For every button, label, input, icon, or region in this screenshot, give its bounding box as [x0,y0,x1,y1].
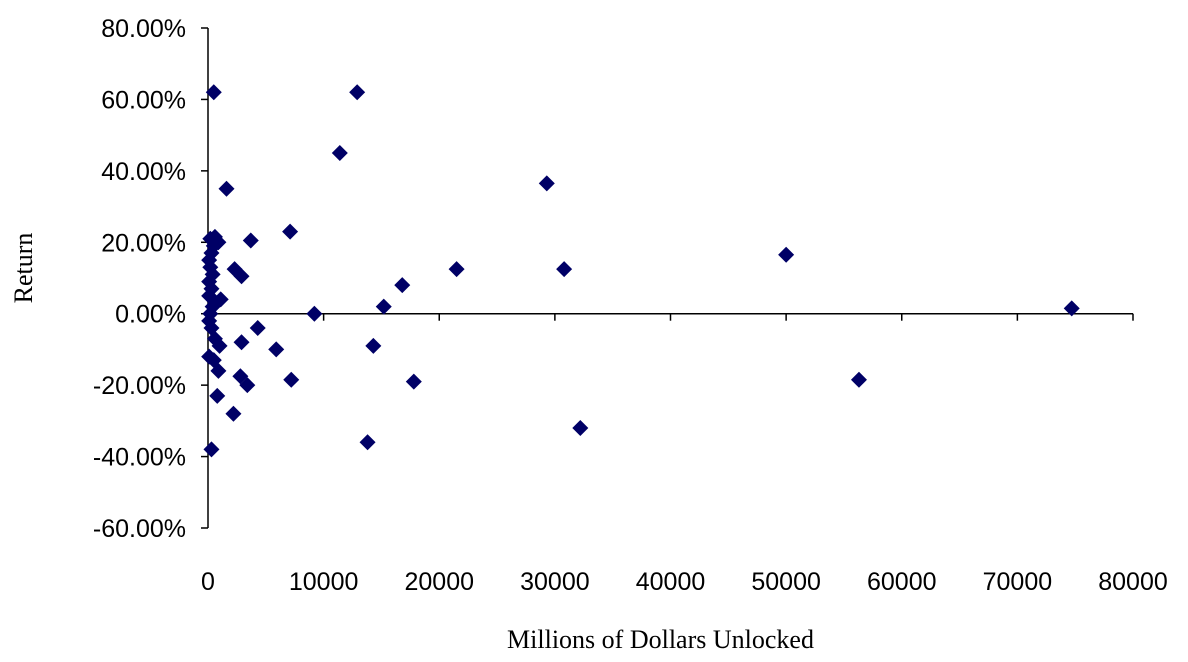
x-axis-title: Millions of Dollars Unlocked [507,625,814,654]
y-tick-label: -40.00% [93,444,186,472]
x-tick-label: 60000 [867,568,937,596]
x-tick-label: 20000 [404,568,474,596]
data-point [375,298,392,315]
data-point [203,441,220,458]
x-tick-label: 50000 [751,568,821,596]
data-point [306,305,323,322]
data-point [1063,300,1080,317]
data-point [211,337,228,354]
y-tick-label: 40.00% [101,158,186,186]
data-point [283,371,300,388]
x-tick-label: 30000 [520,568,590,596]
data-point [778,246,795,263]
data-point [282,223,299,240]
data-point [572,420,589,436]
x-tick-label: 0 [201,568,215,596]
x-tick-label: 80000 [1098,568,1168,596]
data-point [212,291,229,308]
data-point [359,434,376,451]
x-axis: 0 10000 20000 30000 40000 50000 60000 70000 8000… [201,312,1168,596]
x-tick-label: 40000 [636,568,706,596]
data-point [331,145,348,161]
data-point [242,232,259,249]
data-point [210,234,227,251]
data-point [239,377,256,394]
data-points [201,84,1080,458]
x-tick-label: 70000 [983,568,1053,596]
y-tick-label: 20.00% [101,229,186,257]
x-tick-label: 10000 [289,568,359,596]
data-point [218,180,235,197]
data-point [349,84,366,101]
data-point [210,362,227,379]
data-point [405,373,422,390]
y-tick-label: -60.00% [93,515,186,543]
data-point [268,341,285,358]
data-point [209,387,226,404]
data-point [394,277,411,294]
y-axis: -60.00% -40.00% -20.00% 0.00% 20.00% 40.00% 60… [93,15,209,543]
y-tick-label: 80.00% [101,15,186,43]
data-point [850,371,867,388]
data-point [249,320,266,336]
data-point [556,261,573,278]
y-axis-title: Return [9,233,38,304]
y-tick-label: -20.00% [93,372,186,400]
data-point [205,84,222,101]
data-point [365,337,382,354]
data-point [225,405,242,422]
data-point [538,175,555,192]
data-point [233,268,250,285]
data-point [233,334,250,351]
y-tick-label: 60.00% [101,86,186,114]
data-point [448,261,465,278]
y-tick-label: 0.00% [115,301,186,329]
